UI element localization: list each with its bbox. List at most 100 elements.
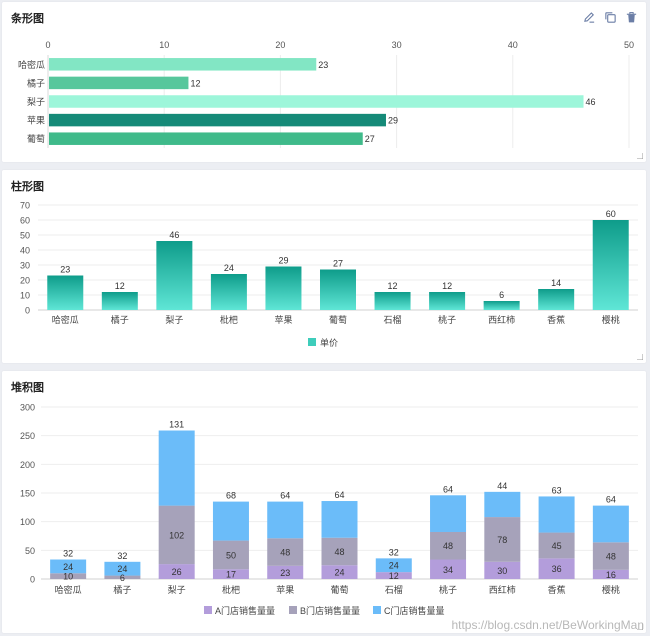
data-label: 48 [606, 552, 616, 562]
bar [374, 292, 411, 310]
stacked-chart: 050100150200250300102432哈密瓜62432橘子261021… [20, 403, 638, 616]
legend-label: A门店销售量量 [215, 605, 275, 616]
total-label: 64 [443, 484, 453, 494]
data-label: 48 [443, 541, 453, 551]
x-tick-label: 苹果 [276, 584, 294, 595]
y-tick-label: 20 [20, 276, 30, 286]
x-tick-label: 石榴 [384, 314, 402, 325]
x-tick-label: 樱桃 [602, 584, 620, 595]
x-tick-label: 石榴 [385, 584, 403, 595]
panel-toolbar [583, 11, 638, 24]
delete-icon[interactable] [625, 11, 638, 24]
x-tick-label: 樱桃 [602, 314, 620, 325]
y-tick-label: 300 [20, 403, 35, 413]
bar [429, 292, 466, 310]
x-tick-label: 40 [508, 40, 518, 50]
x-tick-label: 枇杷 [222, 584, 240, 595]
bar-segment [430, 531, 467, 560]
data-label: 23 [318, 60, 328, 70]
x-tick-label: 梨子 [168, 584, 186, 595]
bar-segment [158, 564, 195, 579]
bar-segment [158, 430, 195, 506]
bar [49, 113, 386, 127]
x-tick-label: 哈密瓜 [52, 314, 79, 325]
data-label: 24 [63, 562, 73, 572]
bar [49, 95, 584, 108]
bar [592, 220, 629, 310]
total-label: 32 [389, 547, 399, 557]
bar-segment [484, 491, 521, 518]
y-tick-label: 40 [20, 246, 30, 256]
data-label: 24 [224, 263, 234, 273]
data-label: 48 [334, 547, 344, 557]
x-tick-label: 50 [624, 40, 634, 50]
y-tick-label: 200 [20, 460, 35, 470]
x-tick-label: 橘子 [111, 315, 129, 325]
bar [49, 76, 189, 90]
y-tick-label: 50 [20, 231, 30, 241]
bar [320, 269, 356, 310]
data-label: 48 [280, 548, 290, 558]
data-label: 34 [443, 565, 453, 575]
data-label: 29 [388, 116, 398, 126]
data-label: 17 [226, 570, 236, 580]
data-label: 27 [365, 134, 375, 144]
data-label: 23 [280, 568, 290, 578]
bar-segment [375, 572, 412, 579]
bar [47, 275, 84, 310]
total-label: 64 [606, 495, 616, 505]
bar-segment [484, 517, 521, 562]
y-tick-label: 苹果 [27, 115, 45, 126]
bar-segment [321, 537, 358, 566]
bar-segment [538, 532, 575, 559]
x-tick-label: 10 [159, 40, 169, 50]
column-chart-title: 柱形图 [11, 181, 44, 193]
resize-handle[interactable] [637, 153, 643, 159]
bar [49, 58, 317, 71]
data-label: 6 [499, 290, 504, 300]
bar-segment [592, 542, 629, 570]
y-tick-label: 梨子 [27, 96, 45, 107]
y-tick-label: 10 [20, 291, 30, 301]
bar-segment [104, 561, 141, 576]
bar-segment [538, 558, 575, 579]
y-tick-label: 250 [20, 431, 35, 441]
data-label: 14 [551, 278, 561, 288]
y-tick-label: 150 [20, 489, 35, 499]
bar-segment [321, 501, 358, 538]
data-label: 102 [169, 530, 184, 540]
x-tick-label: 香蕉 [548, 584, 566, 595]
total-label: 32 [117, 551, 127, 561]
data-label: 27 [333, 259, 343, 269]
data-label: 12 [442, 281, 452, 291]
bar-chart-panel: 条形图 0 10 20 30 40 50 哈密瓜 23 橘子 12 梨子 46 苹果 29 葡萄 27 [2, 2, 646, 162]
data-label: 12 [389, 571, 399, 581]
data-label: 12 [190, 78, 200, 88]
total-label: 64 [334, 490, 344, 500]
x-tick-label: 桃子 [439, 584, 457, 595]
bar-segment [212, 569, 249, 579]
legend-label: B门店销售量量 [300, 605, 360, 616]
y-tick-label: 30 [20, 261, 30, 271]
y-tick-label: 哈密瓜 [18, 59, 45, 70]
y-tick-label: 70 [20, 201, 30, 211]
total-label: 131 [169, 420, 184, 430]
legend-swatch [308, 338, 316, 346]
data-label: 26 [172, 567, 182, 577]
x-tick-label: 西红柿 [489, 584, 516, 595]
stacked-chart-panel: 堆积图 0 50 100 150 200 250 300 10 24 32 哈密瓜 6 24 32 橘子 26… [2, 371, 646, 633]
edit-icon[interactable] [583, 11, 596, 24]
bar [483, 301, 520, 310]
y-tick-label: 0 [25, 306, 30, 316]
data-label: 24 [117, 564, 127, 574]
y-tick-label: 0 [30, 575, 35, 585]
x-tick-label: 梨子 [165, 314, 183, 325]
bar [210, 274, 247, 310]
watermark: https://blog.csdn.net/BeWorkingMan [451, 618, 644, 632]
bar [265, 266, 302, 310]
legend-swatch [289, 606, 297, 614]
bar-segment [212, 501, 249, 541]
copy-icon[interactable] [604, 11, 617, 24]
total-label: 68 [226, 491, 236, 501]
resize-handle[interactable] [637, 354, 643, 360]
